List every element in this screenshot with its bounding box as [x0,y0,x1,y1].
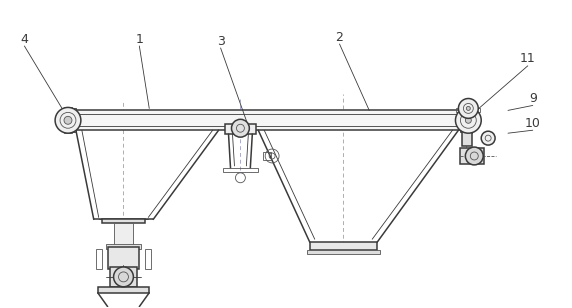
Circle shape [466,117,471,123]
Bar [464,107,472,111]
Bar [464,129,472,133]
Bar [225,124,256,134]
Bar [64,129,72,133]
Text: 2: 2 [336,30,343,43]
Text: 4: 4 [21,33,29,46]
Bar [98,287,149,293]
Bar [456,108,480,112]
Bar [108,247,140,269]
Circle shape [466,147,483,165]
Circle shape [64,116,72,124]
Bar [66,108,76,132]
Text: 3: 3 [217,34,225,47]
Bar [64,107,72,111]
Bar [307,250,380,254]
Bar [114,223,133,247]
Bar [460,108,470,132]
Bar [223,168,258,172]
Circle shape [232,119,249,137]
Circle shape [458,99,478,118]
Bar [310,242,377,250]
Bar [263,152,271,160]
Circle shape [114,267,133,287]
Text: 10: 10 [525,117,541,130]
Bar [460,148,484,164]
Bar [102,219,145,223]
Bar [145,249,151,269]
Bar [96,249,102,269]
Text: 1: 1 [136,33,143,46]
Circle shape [481,131,495,145]
Circle shape [55,107,81,133]
Bar [106,244,141,249]
Text: 11: 11 [520,52,535,65]
Text: 9: 9 [529,92,537,105]
Circle shape [455,107,481,133]
Bar [70,110,466,130]
Bar [462,120,472,146]
Circle shape [466,107,470,110]
Bar [110,267,137,287]
